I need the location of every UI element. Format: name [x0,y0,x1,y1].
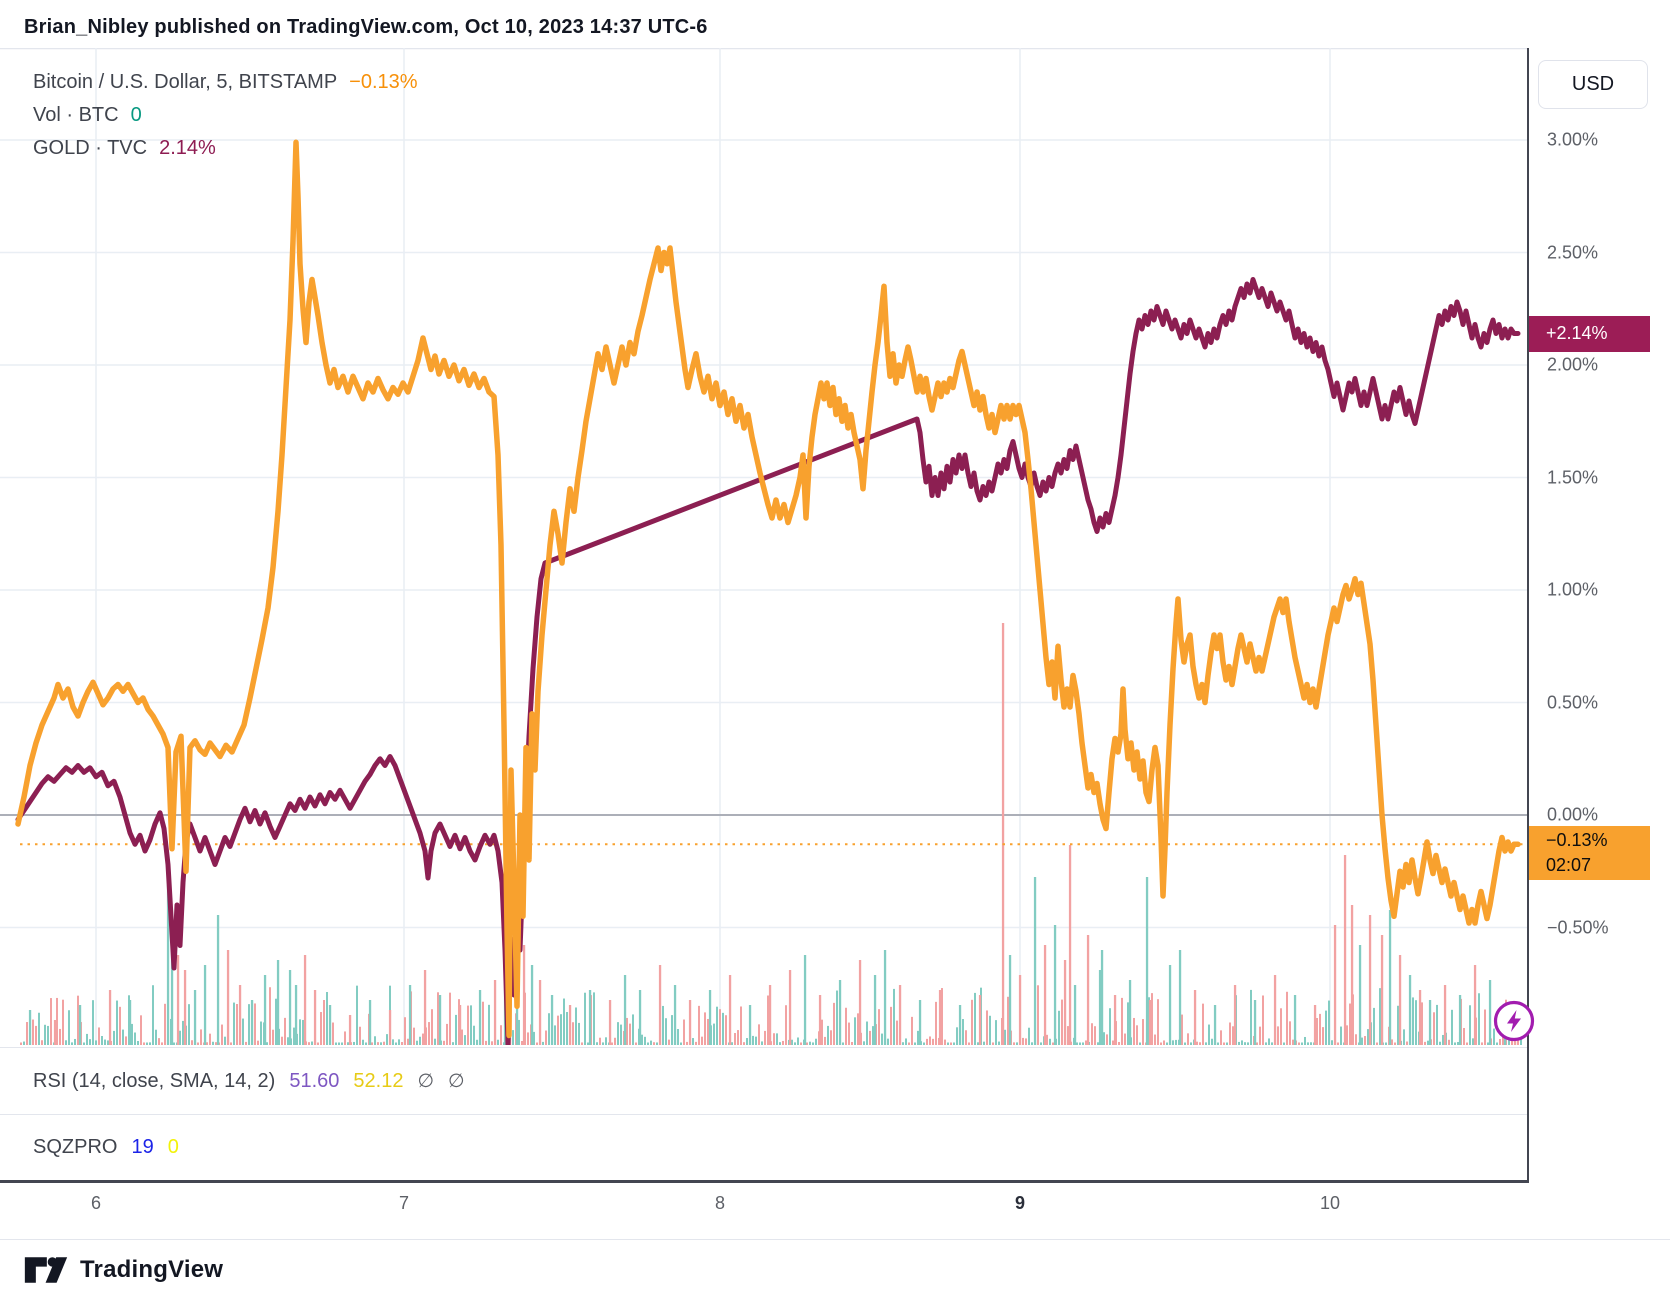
x-axis-tick: 7 [398,1193,410,1213]
time-axis-separator [0,1180,1670,1183]
volume-bars [20,623,1522,1045]
rsi-label: RSI (14, close, SMA, 14, 2) [33,1069,276,1092]
sqzpro-indicator-pane[interactable]: SQZPRO 19 0 [0,1114,1527,1180]
x-axis-tick: 8 [714,1193,726,1213]
y-axis-tick: 3.00% [1547,129,1599,150]
tradingview-logo-icon [24,1256,68,1284]
legend-volume-row[interactable]: Vol · BTC 0 [33,99,418,132]
volume-label: Vol · BTC [33,104,119,126]
btc-series-line [15,139,1521,1039]
tradingview-footer[interactable]: TradingView [24,1256,223,1284]
y-axis-tick: 2.50% [1547,242,1599,262]
x-axis-tick: 10 [1319,1193,1341,1213]
y-axis-tick: −0.50% [1547,917,1609,937]
chart-legend: Bitcoin / U.S. Dollar, 5, BITSTAMP −0.13… [33,66,418,165]
btc-price-badge: −0.13% 02:07 [1529,826,1650,881]
volume-value: 0 [130,104,142,126]
btc-badge-countdown: 02:07 [1546,855,1592,876]
btc-change-value: −0.13% [349,71,418,93]
sqzpro-value-1: 19 [131,1136,154,1158]
publication-header: Brian_Nibley published on TradingView.co… [24,16,708,38]
rsi-empty-icon-2: ∅ [448,1070,465,1092]
sqzpro-value-2: 0 [167,1136,179,1158]
symbol-title: Bitcoin / U.S. Dollar, 5, BITSTAMP [33,71,338,93]
tradingview-brand-text: TradingView [80,1256,224,1283]
currency-mode-button[interactable]: USD [1538,60,1648,109]
y-axis-tick: 1.50% [1547,467,1599,487]
rsi-value-1: 51.60 [289,1069,340,1092]
y-axis-tick: 0.00% [1547,804,1599,825]
btc-badge-price: −0.13% [1546,830,1608,851]
y-axis-tick: 0.50% [1547,692,1599,712]
gold-series-line [15,277,1521,1045]
y-axis-tick: 1.00% [1547,579,1599,600]
time-axis[interactable]: 6 7 8 9 10 [0,1183,1670,1240]
gold-change-value: 2.14% [159,137,216,159]
rsi-value-2: 52.12 [353,1069,404,1092]
x-axis-tick: 6 [90,1193,102,1213]
rsi-indicator-pane[interactable]: RSI (14, close, SMA, 14, 2) 51.60 52.12 … [0,1047,1527,1114]
gold-label: GOLD · TVC [33,137,148,159]
price-chart[interactable] [0,48,1527,1045]
sqzpro-label: SQZPRO [33,1136,118,1158]
legend-symbol-row[interactable]: Bitcoin / U.S. Dollar, 5, BITSTAMP −0.13… [33,66,418,99]
legend-gold-row[interactable]: GOLD · TVC 2.14% [33,132,418,165]
flash-boost-icon[interactable] [1492,999,1536,1043]
price-axis[interactable]: USD +2.14% −0.13% 02:07 3.00% 2.50% 2.00% 1… [1527,48,1670,1183]
y-axis-tick: 2.00% [1547,354,1599,375]
x-axis-tick: 9 [1014,1193,1026,1213]
gold-price-badge: +2.14% [1529,315,1650,352]
rsi-empty-icon-1: ∅ [417,1070,435,1092]
